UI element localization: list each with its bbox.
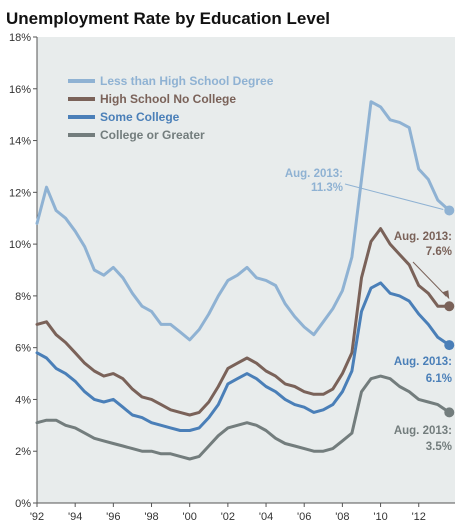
x-tick-label: '00 bbox=[183, 511, 197, 523]
y-tick-label: 0% bbox=[15, 498, 31, 510]
y-tick-label: 14% bbox=[9, 136, 31, 148]
x-tick-label: '96 bbox=[106, 511, 120, 523]
x-tick-label: '12 bbox=[412, 511, 426, 523]
series-line-2 bbox=[35, 281, 451, 432]
y-tick-label: 2% bbox=[15, 446, 31, 458]
legend-label: Some College bbox=[100, 110, 180, 124]
y-tick-label: 12% bbox=[9, 187, 31, 199]
legend-label: High School No College bbox=[100, 92, 236, 106]
y-tick-label: 10% bbox=[9, 239, 31, 251]
y-tick-label: 6% bbox=[15, 343, 31, 355]
legend-label: College or Greater bbox=[100, 128, 205, 142]
y-tick-label: 18% bbox=[9, 32, 31, 44]
legend-label: Less than High School Degree bbox=[100, 74, 274, 88]
series-line-1 bbox=[35, 227, 451, 417]
x-tick-label: '10 bbox=[373, 511, 387, 523]
annotations: Aug. 2013: 11.3% Aug. 2013: 7.6% Aug. 2013: 6… bbox=[285, 168, 452, 453]
y-tick-label: 8% bbox=[15, 291, 31, 303]
x-tick-label: '92 bbox=[30, 511, 44, 523]
annotation-label: Aug. 2013: bbox=[394, 231, 452, 243]
annotation-value: 11.3% bbox=[311, 182, 343, 194]
x-tick-label: '94 bbox=[68, 511, 82, 523]
end-points bbox=[444, 205, 455, 418]
end-point-3 bbox=[444, 407, 455, 418]
annotation-value: 6.1% bbox=[426, 373, 452, 385]
x-tick-label: '02 bbox=[221, 511, 235, 523]
x-axis: '92 '94 '96 '98 '00 '02 '04 '06 '08 '10 '12 bbox=[30, 502, 455, 523]
end-point-1 bbox=[444, 301, 455, 312]
series-line-3 bbox=[35, 374, 451, 461]
y-tick-label: 4% bbox=[15, 394, 31, 406]
x-tick-label: '06 bbox=[297, 511, 311, 523]
y-axis: 0% 2% 4% 6% 8% 10% 12% 14% 16% 18% bbox=[9, 32, 38, 510]
x-tick-label: '04 bbox=[259, 511, 273, 523]
annotation-label: Aug. 2013: bbox=[394, 425, 452, 437]
y-tick-label: 16% bbox=[9, 84, 31, 96]
x-tick-label: '98 bbox=[144, 511, 158, 523]
x-tick-label: '08 bbox=[335, 511, 349, 523]
series-lines bbox=[35, 100, 451, 461]
annotation-arrow-line bbox=[412, 261, 447, 297]
chart-title: Unemployment Rate by Education Level bbox=[6, 9, 330, 28]
end-point-2 bbox=[444, 340, 455, 351]
annotation-arrow-head bbox=[442, 290, 450, 300]
legend: Less than High School Degree High School … bbox=[68, 74, 274, 142]
end-point-0 bbox=[444, 205, 455, 216]
series-line-0 bbox=[35, 100, 451, 342]
annotation-value: 3.5% bbox=[426, 441, 452, 453]
annotation-value: 7.6% bbox=[426, 246, 452, 258]
annotation-connector bbox=[344, 183, 444, 210]
annotation-label: Aug. 2013: bbox=[285, 168, 343, 180]
annotation-label: Aug. 2013: bbox=[394, 356, 452, 368]
